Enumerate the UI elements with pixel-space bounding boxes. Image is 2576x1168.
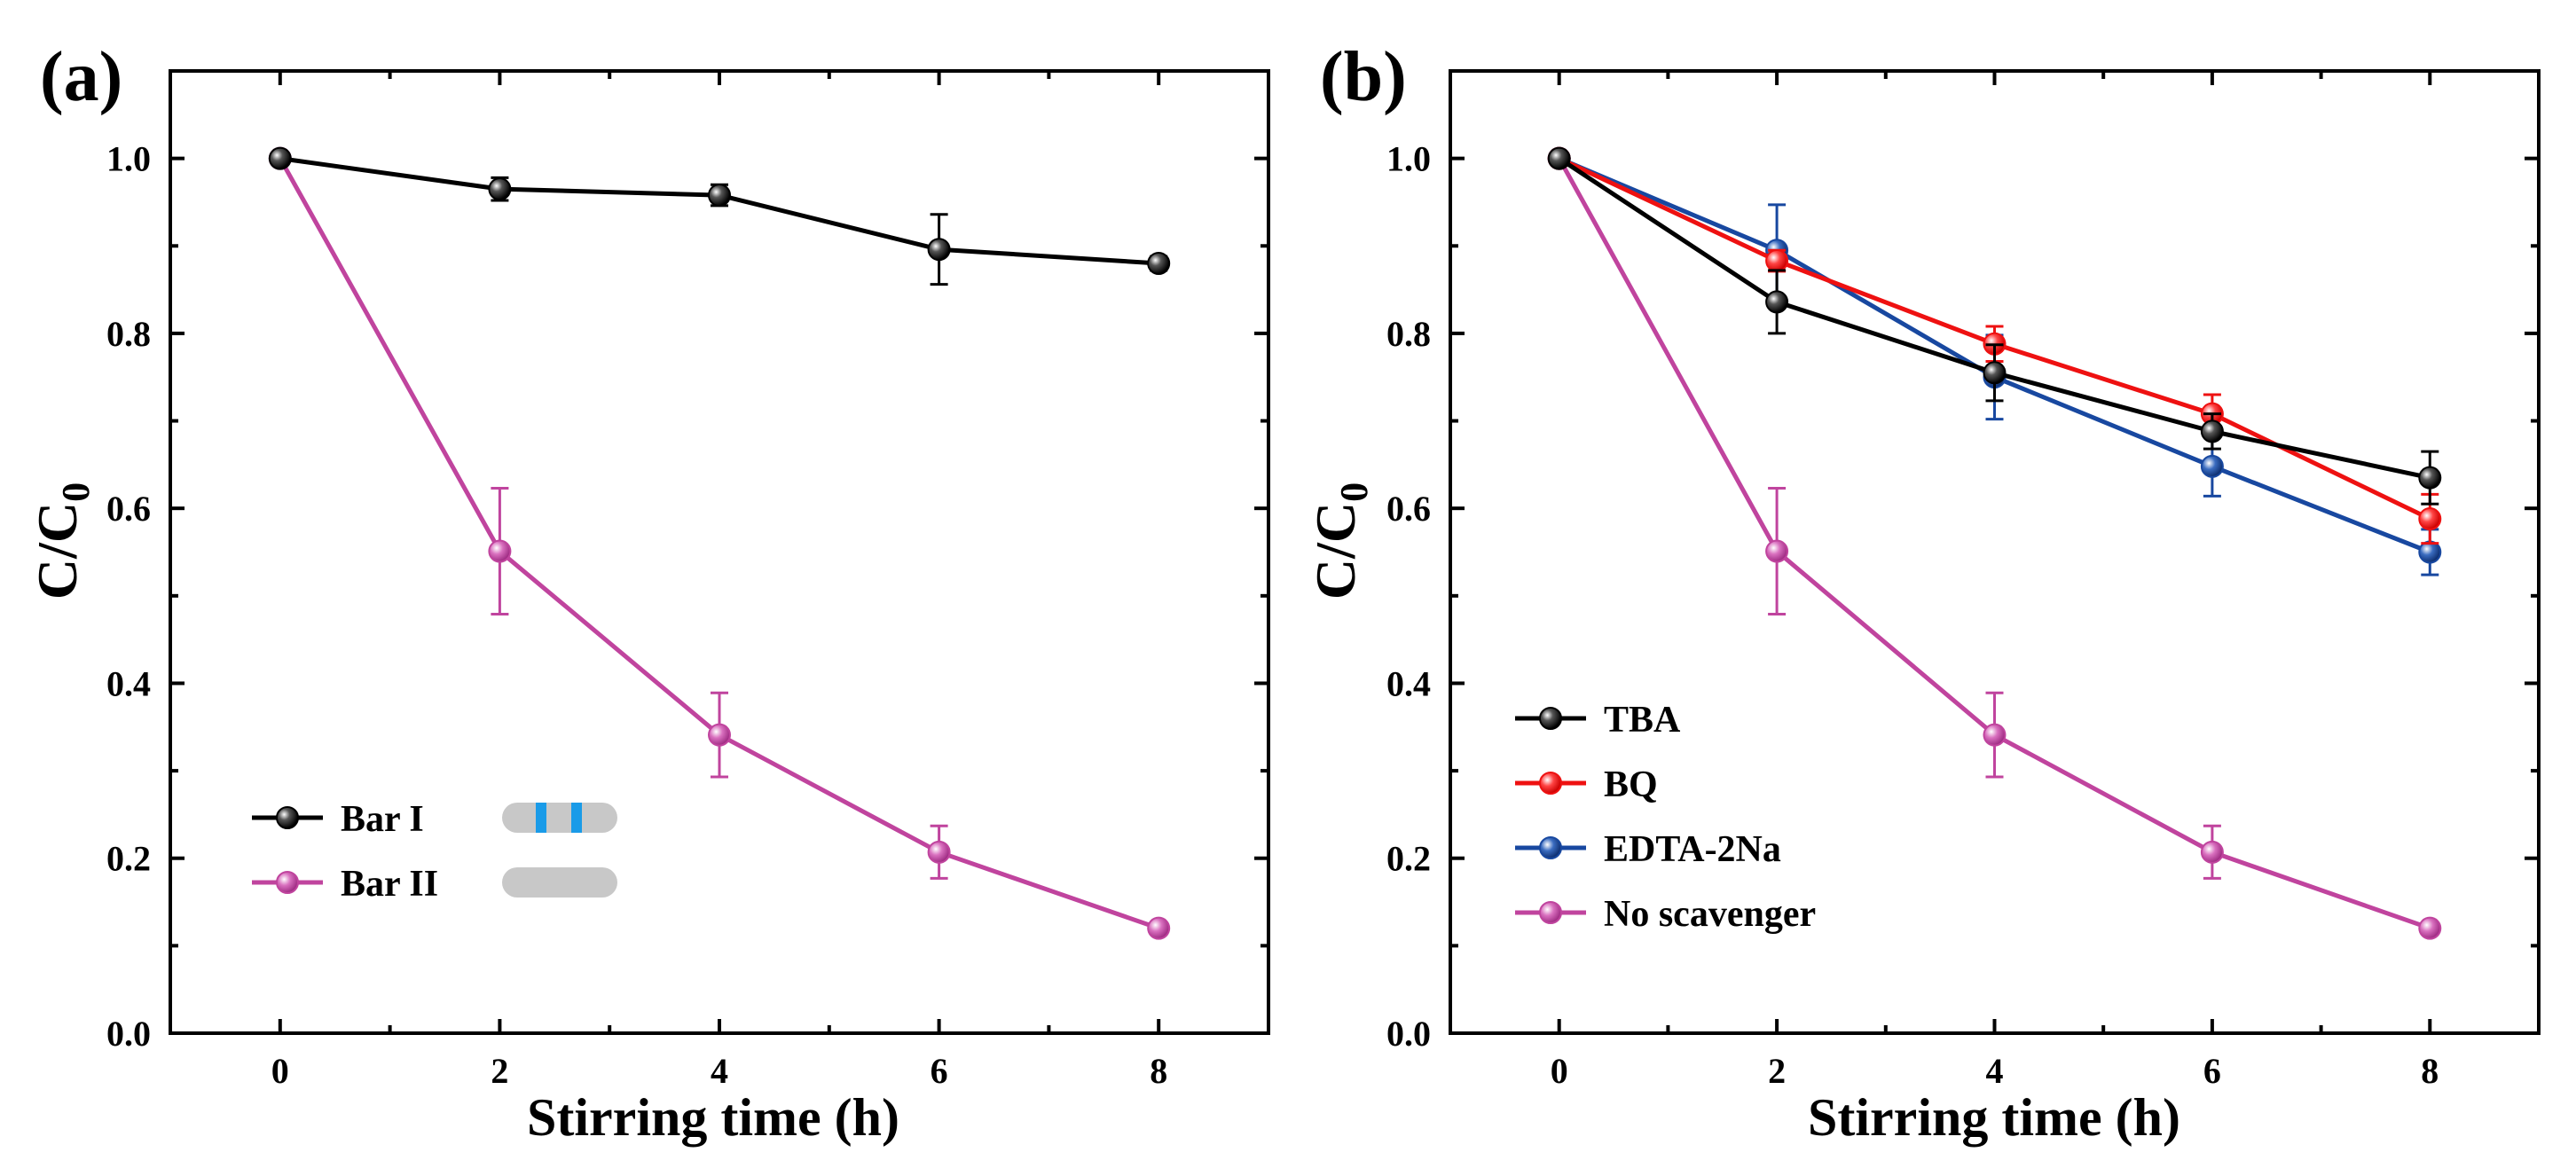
y-axis-title-main-a: C/C — [26, 502, 89, 600]
bar-stripe-bar-i — [571, 803, 582, 833]
x-tick-label-b: 6 — [2203, 1051, 2221, 1091]
data-point-no-scavenger — [2200, 840, 2224, 864]
y-tick-label-a: 0.4 — [106, 663, 151, 703]
x-axis-title-b: Stirring time (h) — [1808, 1088, 2180, 1147]
legend-label-no-scavenger: No scavenger — [1604, 894, 1816, 935]
data-point-tba — [1983, 361, 2007, 385]
y-axis-title-b: C/C0 — [1304, 482, 1376, 600]
series-line-no-scavenger — [1557, 157, 2431, 930]
data-point-tba — [1765, 290, 1789, 314]
y-tick-label-a: 1.0 — [106, 139, 151, 179]
legend-b: TBA BQ EDTA-2Na No scavenger — [1515, 700, 1816, 935]
legend-marker-bar-ii — [276, 871, 299, 894]
legend-marker-bar-i — [276, 806, 299, 829]
data-point-tba — [2418, 466, 2442, 490]
legend-a: Bar I Bar II — [252, 799, 617, 905]
y-tick-label-a: 0.8 — [106, 314, 151, 354]
x-tick-label-a: 6 — [931, 1051, 948, 1091]
legend-label-bar-i: Bar I — [341, 799, 424, 840]
x-tick-label-b: 8 — [2421, 1051, 2439, 1091]
y-axis-title-main-b: C/C — [1304, 502, 1367, 600]
x-tick-label-a: 4 — [711, 1051, 728, 1091]
y-axis-title-sub-b: 0 — [1332, 482, 1376, 502]
y-tick-label-b: 0.4 — [1386, 663, 1431, 703]
panel-a: (a) C/C0 Stirring time (h) 0 2 4 6 80.00.20.… — [26, 38, 1270, 1147]
y-tick-label-a: 0.2 — [106, 839, 151, 879]
data-point-bar-i — [1147, 252, 1171, 275]
x-tick-label-b: 4 — [1986, 1051, 2004, 1091]
y-tick-label-b: 0.8 — [1386, 314, 1431, 354]
legend-marker-edta-2na — [1539, 836, 1562, 859]
legend-marker-tba — [1539, 707, 1562, 730]
panel-label-b: (b) — [1320, 38, 1407, 116]
data-point-bar-ii — [927, 840, 951, 864]
x-tick-label-a: 0 — [271, 1051, 289, 1091]
panel-b: (b) C/C0 Stirring time (h) 0 2 4 6 80.00.20.… — [1304, 38, 2541, 1147]
y-tick-label-b: 0.6 — [1386, 489, 1431, 529]
data-point-bar-ii — [488, 539, 512, 563]
data-point-bar-i — [488, 177, 512, 201]
y-tick-label-a: 0.0 — [106, 1014, 151, 1054]
legend-marker-bq — [1539, 772, 1562, 795]
y-tick-label-b: 0.2 — [1386, 839, 1431, 879]
data-point-tba — [2200, 419, 2224, 443]
legend-label-bq: BQ — [1604, 764, 1658, 805]
legend-marker-no-scavenger — [1539, 901, 1562, 924]
y-axis-title-a: C/C0 — [26, 482, 98, 600]
data-point-bq — [1765, 249, 1789, 273]
data-point-no-scavenger — [1983, 723, 2007, 747]
plot-frame-a — [169, 69, 1270, 1035]
legend-label-tba: TBA — [1604, 700, 1681, 741]
panel-label-a: (a) — [40, 38, 122, 116]
x-tick-label-b: 2 — [1768, 1051, 1786, 1091]
data-point-bar-ii — [1147, 916, 1171, 940]
legend-label-edta-2na: EDTA-2Na — [1604, 829, 1781, 870]
data-point-bar-i — [927, 238, 951, 262]
data-point-tba — [1547, 146, 1571, 170]
data-point-no-scavenger — [2418, 916, 2442, 940]
y-tick-label-b: 1.0 — [1386, 139, 1431, 179]
data-point-no-scavenger — [1765, 539, 1789, 563]
x-tick-label-b: 0 — [1551, 1051, 1568, 1091]
data-point-bar-ii — [708, 723, 731, 747]
x-tick-label-a: 2 — [491, 1051, 508, 1091]
series-line-bar-i — [279, 156, 1159, 266]
plot-frame-b — [1449, 69, 2541, 1035]
series-line-tba — [1558, 156, 2431, 481]
x-tick-label-a: 8 — [1150, 1051, 1167, 1091]
data-point-bar-i — [268, 146, 292, 170]
bar-stripe-bar-i — [536, 803, 546, 833]
y-tick-label-a: 0.6 — [106, 489, 151, 529]
data-point-bq — [2418, 507, 2442, 531]
legend-label-bar-ii: Bar II — [341, 864, 438, 905]
data-point-bar-i — [708, 184, 731, 208]
bar-swatch-bar-ii — [502, 867, 617, 898]
data-point-edta-2na — [2200, 454, 2224, 478]
y-axis-title-sub-a: 0 — [54, 482, 98, 502]
bar-swatch-bar-i — [502, 803, 617, 833]
x-axis-title-a: Stirring time (h) — [527, 1088, 899, 1147]
y-tick-label-b: 0.0 — [1386, 1014, 1431, 1054]
